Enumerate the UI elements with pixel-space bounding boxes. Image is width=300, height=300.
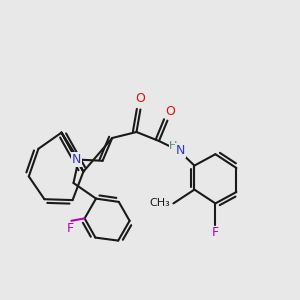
Text: F: F	[212, 226, 219, 239]
Text: N: N	[176, 144, 185, 157]
Text: O: O	[166, 105, 175, 118]
Text: H: H	[169, 141, 178, 151]
Text: CH₃: CH₃	[149, 198, 170, 208]
Text: F: F	[66, 222, 74, 235]
Text: N: N	[72, 153, 82, 166]
Text: O: O	[136, 92, 145, 105]
